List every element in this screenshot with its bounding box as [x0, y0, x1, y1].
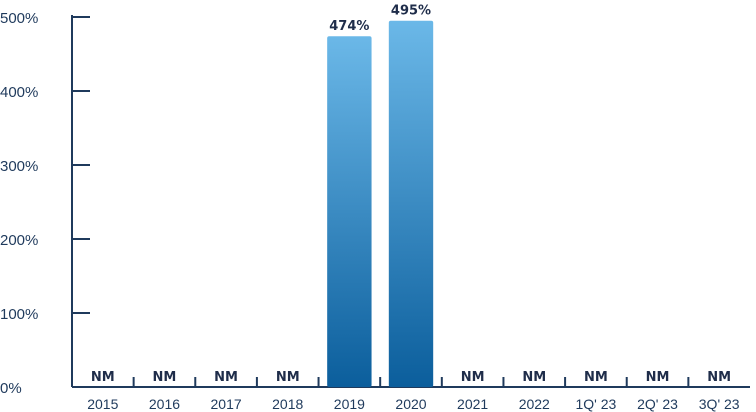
data-label-nm: NM [461, 370, 485, 385]
data-label-nm: NM [646, 370, 670, 385]
x-tick-label: 2015 [87, 396, 118, 412]
x-tick-label: 2020 [395, 396, 426, 412]
y-tick-label: 500% [0, 10, 38, 27]
data-label: 495% [391, 4, 431, 19]
data-label: 474% [329, 19, 369, 34]
y-tick-label: 300% [0, 158, 38, 175]
x-tick-label: 2017 [211, 396, 242, 412]
x-axis: 2015 2016 2017 2018 2019 2020 2021 2022 1Q' 23 2Q… [72, 377, 750, 412]
x-tick-label: 2021 [457, 396, 488, 412]
data-label-nm: NM [214, 370, 238, 385]
x-tick-label: 2022 [519, 396, 550, 412]
data-label-nm: NM [153, 370, 177, 385]
x-tick-label: 3Q' 23 [699, 396, 740, 412]
data-label-nm: NM [584, 370, 608, 385]
x-tick-label: 2019 [334, 396, 365, 412]
y-axis: 0% 100% 200% 300% 400% 500% [0, 10, 90, 397]
bars [327, 20, 434, 388]
data-labels: NM NM NM NM 474% 495% NM NM NM NM NM [91, 4, 731, 385]
y-tick-label: 0% [0, 380, 22, 397]
data-label-nm: NM [276, 370, 300, 385]
data-label-nm: NM [91, 370, 115, 385]
bar [388, 20, 434, 387]
data-label-nm: NM [522, 370, 546, 385]
x-tick-label: 2016 [149, 396, 180, 412]
data-label-nm: NM [707, 370, 731, 385]
x-tick-label: 2Q' 23 [637, 396, 678, 412]
y-tick-label: 100% [0, 306, 38, 323]
y-tick-label: 200% [0, 232, 38, 249]
bar [327, 36, 372, 388]
x-tick-label: 1Q' 23 [576, 396, 617, 412]
x-tick-label: 2018 [272, 396, 303, 412]
y-tick-label: 400% [0, 84, 38, 101]
